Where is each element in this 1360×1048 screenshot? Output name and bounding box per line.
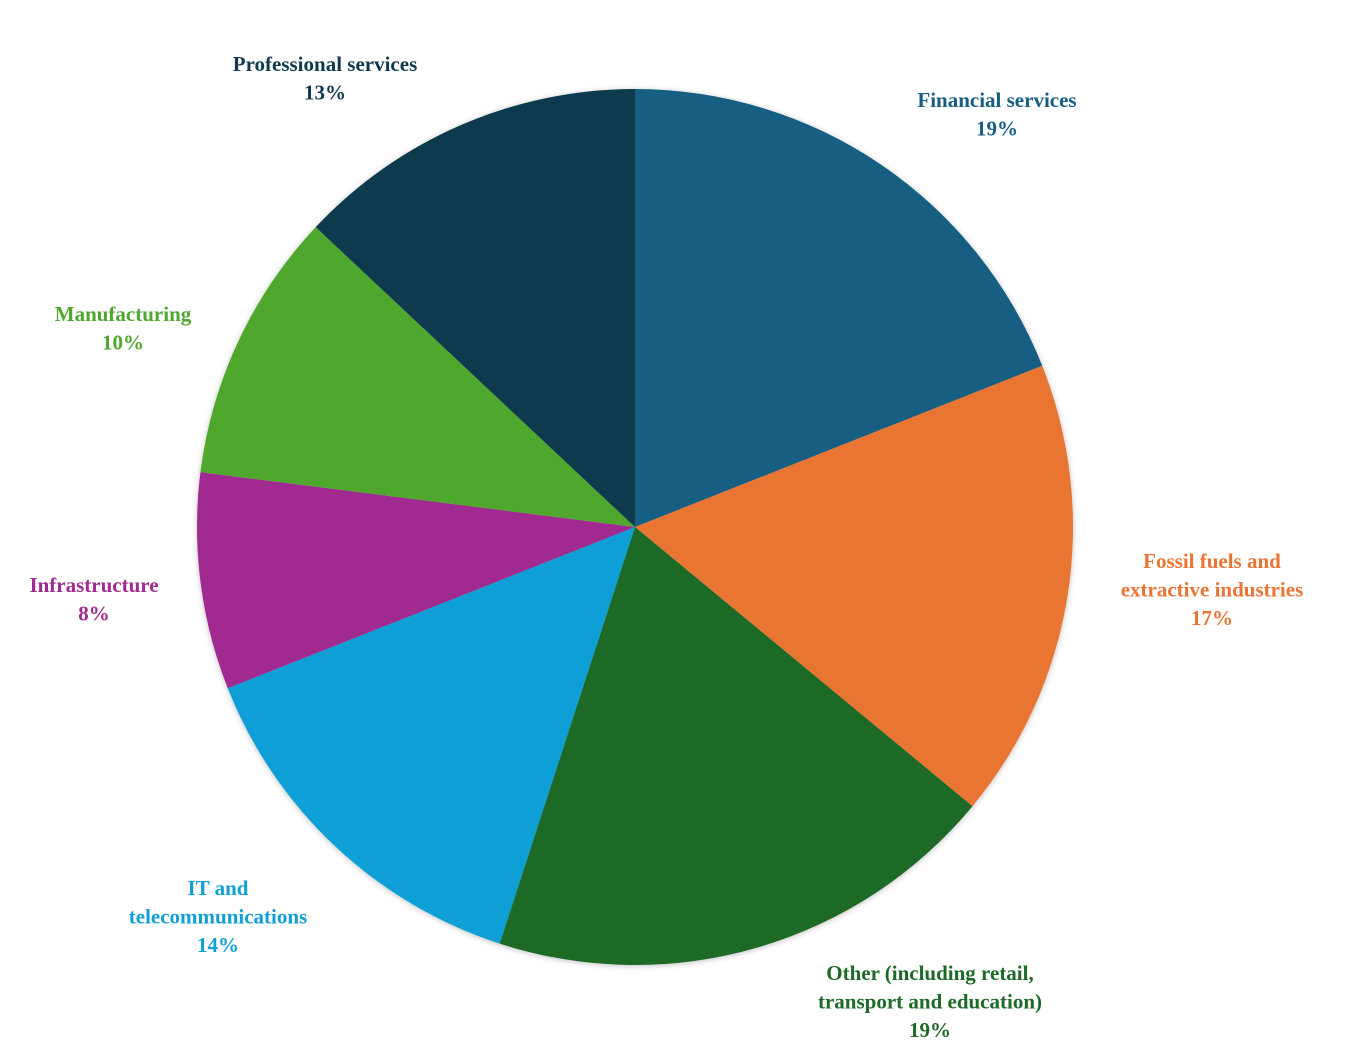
pie-slice: [227, 527, 635, 944]
slice-category-label: Infrastructure: [29, 573, 158, 597]
slice-value-label: 13%: [304, 80, 346, 104]
slice-category-label: transport and education): [818, 989, 1042, 1013]
slice-category-label: IT and: [188, 876, 249, 900]
pie-slice: [635, 89, 1043, 527]
slice-value-label: 10%: [102, 330, 144, 354]
slice-category-label: extractive industries: [1121, 577, 1304, 601]
slice-category-label: telecommunications: [129, 904, 307, 928]
slice-category-label: Fossil fuels and: [1143, 549, 1281, 573]
pie-slice: [200, 227, 635, 527]
slice-category-label: Financial services: [917, 88, 1076, 112]
pie-slice: [635, 365, 1073, 807]
slice-value-label: 14%: [197, 933, 239, 957]
pie-slice: [499, 527, 973, 965]
slice-value-label: 17%: [1191, 606, 1233, 630]
slice-category-label: Other (including retail,: [826, 961, 1033, 985]
slice-value-label: 8%: [78, 601, 110, 625]
pie-slice: [315, 89, 635, 527]
slice-value-label: 19%: [909, 1018, 951, 1042]
slice-value-label: 19%: [976, 116, 1018, 140]
pie-slice: [197, 472, 635, 689]
slice-category-label: Professional services: [233, 52, 418, 76]
slice-category-label: Manufacturing: [55, 302, 192, 326]
